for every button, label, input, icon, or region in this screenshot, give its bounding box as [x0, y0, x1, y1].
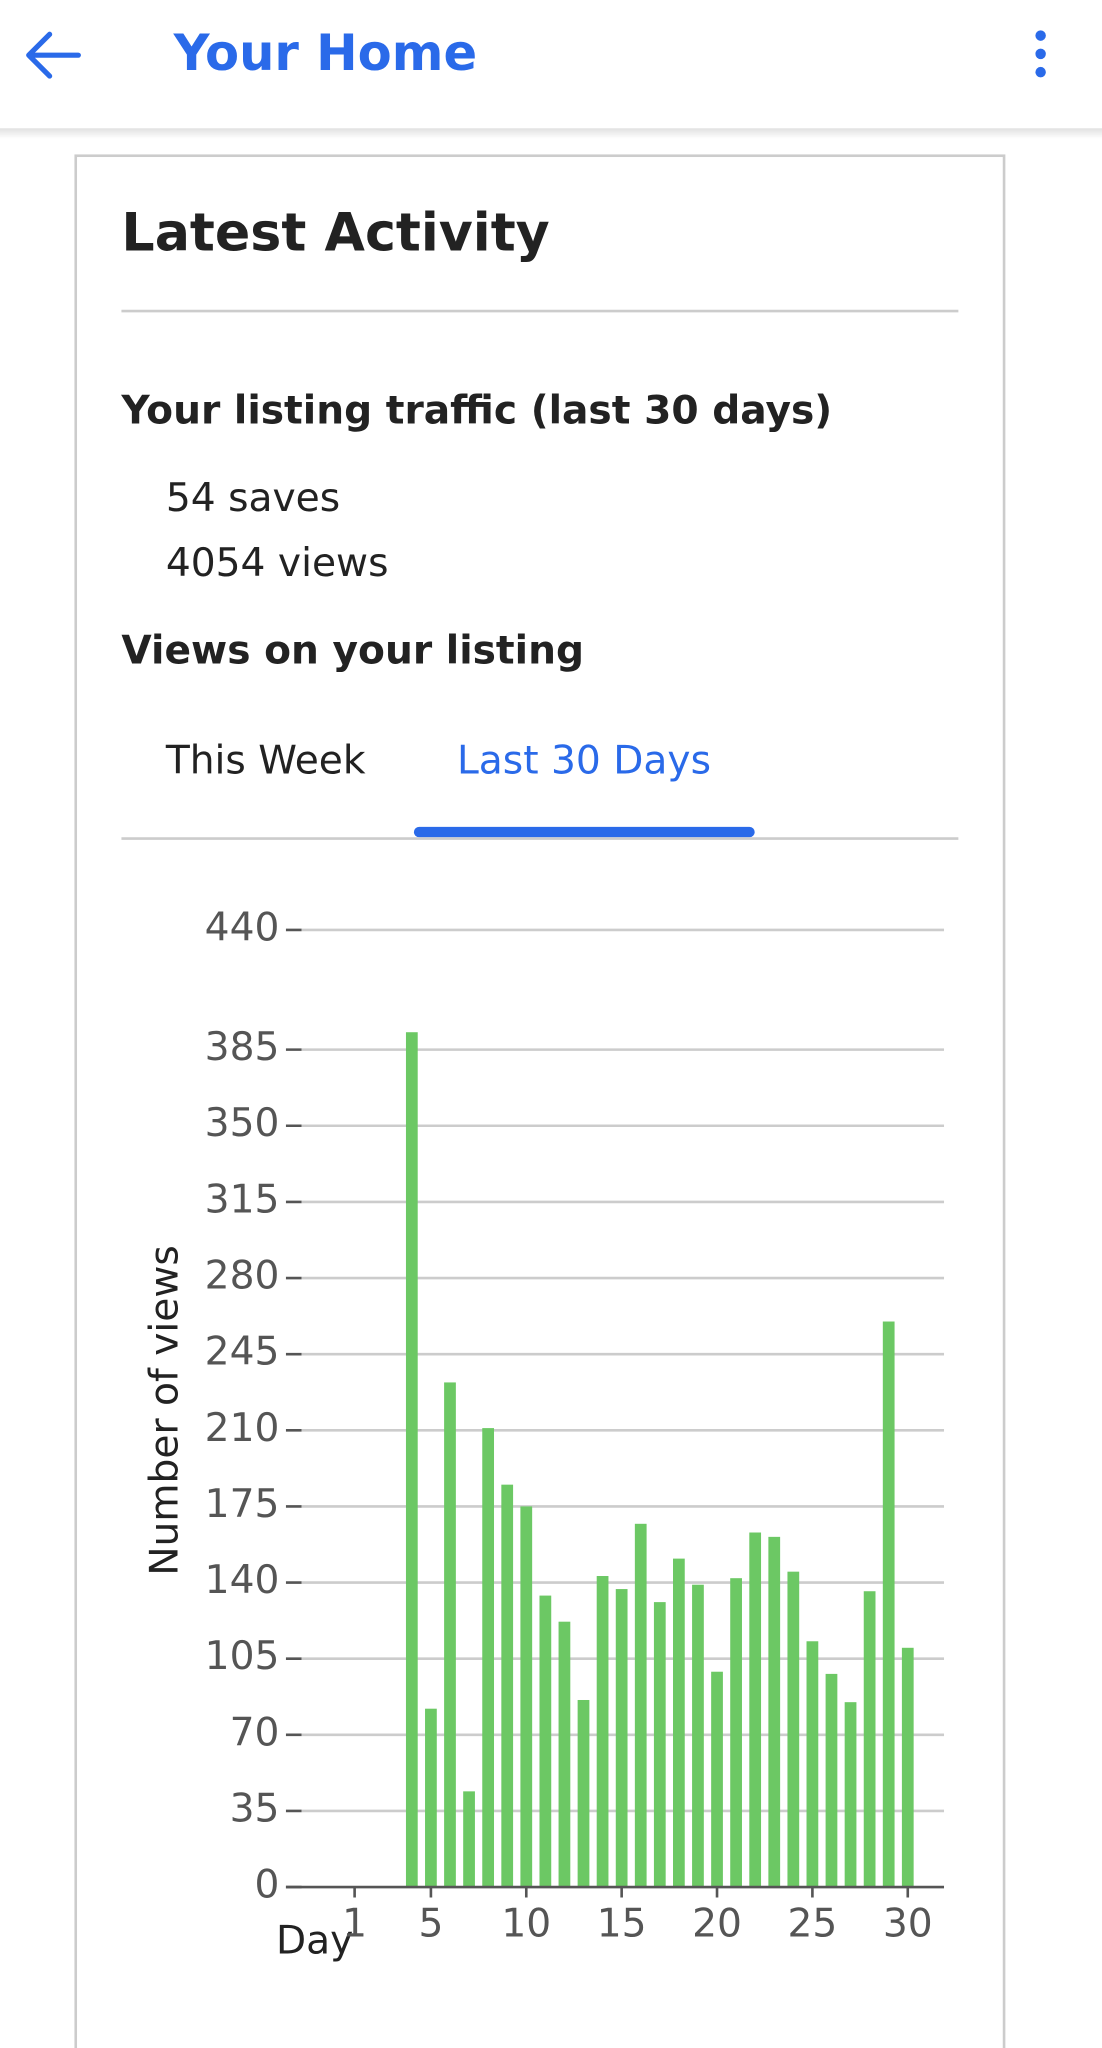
y-tick-label: 105 — [205, 1634, 280, 1679]
bar — [520, 1506, 533, 1888]
bar — [749, 1532, 762, 1888]
bar — [482, 1428, 495, 1888]
bar — [768, 1536, 781, 1888]
x-tick-label: 15 — [597, 1902, 647, 1947]
bar — [615, 1589, 628, 1888]
x-tick-label: 10 — [501, 1902, 551, 1947]
section-heading: Your listing traffic (last 30 days) — [120, 388, 832, 433]
section-heading: Views on your listing — [121, 629, 584, 674]
x-tick-label: 25 — [787, 1902, 837, 1947]
bar — [634, 1523, 647, 1888]
bar — [463, 1791, 475, 1888]
bar — [863, 1591, 876, 1888]
x-tick-label: 30 — [883, 1902, 933, 1947]
x-tick-label: 20 — [692, 1902, 742, 1947]
bar — [425, 1708, 437, 1888]
y-tick-label: 140 — [205, 1558, 280, 1603]
bar — [787, 1571, 800, 1888]
bar — [825, 1673, 838, 1888]
y-tick-label: 245 — [205, 1330, 280, 1375]
tab-active[interactable]: Last 30 Days — [457, 738, 711, 783]
app-bar-shadow — [0, 128, 1102, 139]
bar — [901, 1647, 914, 1888]
bar — [882, 1321, 895, 1888]
x-tick-label: 5 — [418, 1902, 443, 1947]
bar — [711, 1671, 723, 1888]
y-tick-label: 280 — [205, 1254, 280, 1299]
bar — [730, 1578, 742, 1888]
bar — [806, 1641, 819, 1888]
bar — [405, 1032, 418, 1888]
y-tick-label: 35 — [230, 1786, 280, 1831]
y-tick-label: 70 — [230, 1710, 280, 1755]
y-tick-label: 210 — [205, 1406, 280, 1451]
bar — [596, 1576, 609, 1888]
y-tick-label: 175 — [205, 1482, 280, 1527]
y-tick-label: 0 — [254, 1863, 279, 1908]
bar — [501, 1484, 514, 1888]
y-tick-label: 315 — [205, 1177, 280, 1222]
bar — [692, 1584, 704, 1888]
bar — [653, 1602, 666, 1888]
x-axis-label: Day — [276, 1919, 353, 1964]
bar — [577, 1699, 590, 1888]
bar — [558, 1621, 571, 1888]
bar — [673, 1558, 685, 1888]
tab-indicator — [413, 826, 755, 838]
tab[interactable]: This Week — [165, 738, 366, 783]
app-title: Your Home — [173, 24, 477, 82]
y-tick-label: 385 — [205, 1025, 280, 1070]
more-menu[interactable] — [1035, 30, 1046, 78]
views-count: 4054 views — [166, 541, 389, 586]
saves-count: 54 saves — [166, 476, 340, 521]
bar — [444, 1382, 456, 1888]
back-button[interactable] — [26, 31, 81, 79]
x-tick-label: 1 — [342, 1902, 367, 1947]
y-axis-label: Number of views — [143, 1245, 188, 1576]
app-bar — [0, 0, 1102, 129]
bar — [844, 1702, 857, 1888]
y-tick-label: 440 — [205, 905, 280, 950]
bar — [539, 1595, 552, 1888]
card-title: Latest Activity — [121, 204, 549, 264]
y-tick-label: 350 — [205, 1101, 280, 1146]
